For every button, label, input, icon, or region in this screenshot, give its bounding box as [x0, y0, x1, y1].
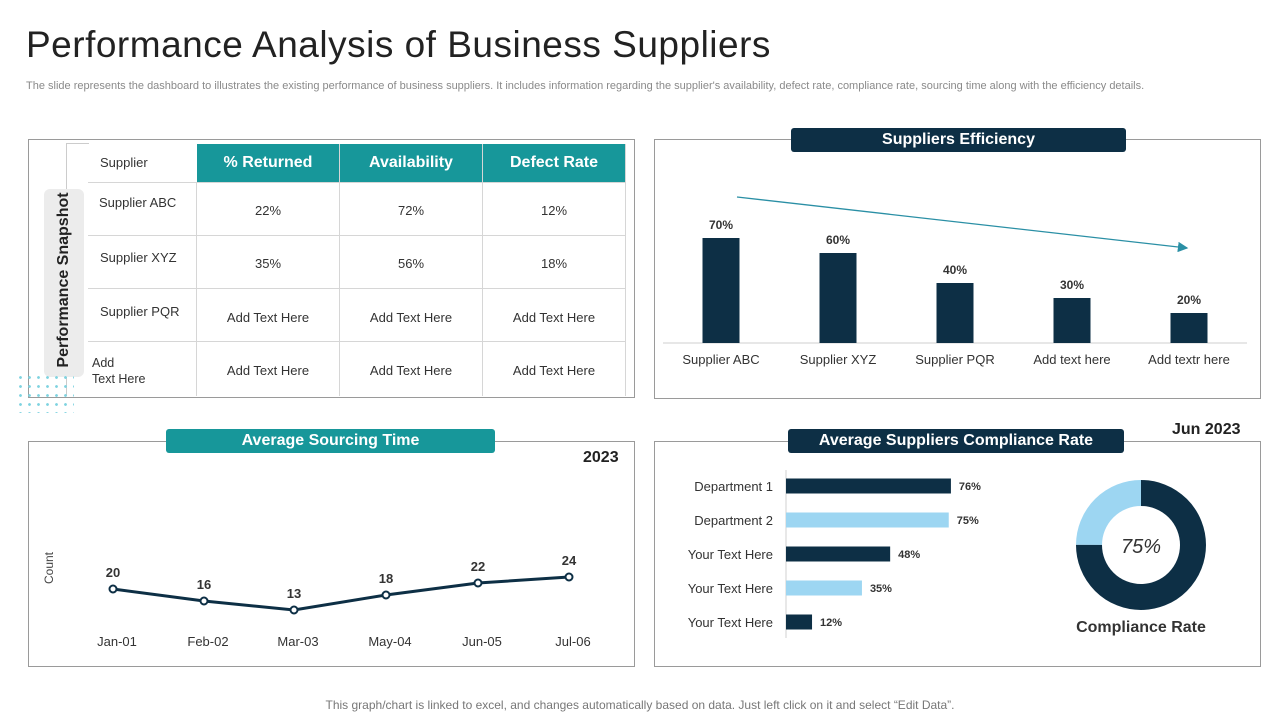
compliance-bar-label: 75%	[957, 515, 979, 527]
efficiency-bar	[936, 283, 974, 343]
efficiency-bar-label: 20%	[1177, 293, 1201, 307]
compliance-category-label: Department 1	[694, 479, 773, 494]
efficiency-bar-label: 40%	[943, 263, 967, 277]
sourcing-chart: Count 20 Jan-01 16 Feb-02 13 Mar-03 18 May-04 22 J…	[42, 551, 591, 649]
snapshot-cell: 56%	[397, 256, 425, 271]
compliance-bar	[786, 512, 949, 528]
snapshot-row-label: Supplier PQR	[100, 304, 180, 319]
snapshot-dots	[16, 373, 74, 413]
efficiency-panel	[654, 139, 1261, 399]
efficiency-category-label: Supplier PQR	[915, 352, 994, 367]
sourcing-point	[381, 590, 391, 600]
snapshot-cell: Add Text Here	[512, 310, 596, 325]
snapshot-cell: 72%	[397, 203, 425, 218]
snapshot-header-defect-rate: Defect Rate	[483, 144, 625, 182]
compliance-bar	[786, 614, 813, 630]
compliance-bar-label: 48%	[898, 549, 920, 561]
sourcing-point	[564, 572, 574, 582]
grid-line	[482, 144, 483, 396]
efficiency-category-label: Supplier ABC	[682, 352, 759, 367]
efficiency-category-label: Add text here	[1033, 352, 1110, 367]
grid-line	[196, 182, 197, 396]
sourcing-point-label: 16	[197, 577, 211, 592]
sourcing-x-tick-label: Feb-02	[187, 634, 228, 649]
snapshot-header-returned: % Returned	[197, 144, 339, 182]
snapshot-row-label: Supplier XYZ	[100, 250, 177, 265]
grid-line	[625, 144, 626, 396]
sourcing-x-tick-label: Jun-05	[462, 634, 502, 649]
snapshot-header-availability: Availability	[340, 144, 482, 182]
efficiency-bar	[1053, 298, 1091, 343]
page-title: Performance Analysis of Business Supplie…	[26, 24, 771, 65]
sourcing-point-label: 20	[106, 565, 120, 580]
compliance-bar-label: 35%	[870, 583, 892, 595]
grid-line	[88, 288, 626, 289]
snapshot-cell: Add Text Here	[226, 363, 310, 378]
sourcing-y-axis-label: Count	[42, 551, 56, 584]
sourcing-point-label: 18	[379, 571, 393, 586]
grid-line	[339, 144, 340, 396]
sourcing-point	[108, 584, 118, 594]
efficiency-bar-label: 70%	[709, 218, 733, 232]
page-subtitle: The slide represents the dashboard to il…	[26, 80, 1145, 92]
sourcing-heading: Average Sourcing Time	[166, 429, 495, 453]
snapshot-row-label: Supplier ABC	[99, 195, 177, 210]
compliance-category-label: Your Text Here	[688, 615, 773, 630]
sourcing-x-tick-label: May-04	[368, 634, 411, 649]
efficiency-bar	[1170, 313, 1208, 343]
sourcing-point	[199, 596, 209, 606]
sourcing-series-line	[112, 575, 570, 612]
sourcing-point-label: 22	[471, 559, 485, 574]
compliance-bar-label: 76%	[959, 481, 981, 493]
efficiency-trend-arrow	[736, 196, 1189, 253]
sourcing-x-tick-label: Jul-06	[555, 634, 590, 649]
grid-line	[88, 341, 626, 342]
sourcing-point-label: 13	[287, 586, 301, 601]
snapshot-cell: Add Text Here	[512, 363, 596, 378]
compliance-bar	[786, 546, 891, 562]
compliance-period: Jun 2023	[1172, 421, 1241, 438]
footer-note: This graph/chart is linked to excel, and…	[325, 698, 955, 712]
efficiency-chart: 70% Supplier ABC 60% Supplier XYZ 40% Supplie…	[663, 196, 1247, 367]
compliance-bar	[786, 478, 951, 494]
efficiency-category-label: Add textr here	[1148, 352, 1230, 367]
compliance-category-label: Your Text Here	[688, 547, 773, 562]
sourcing-point-label: 24	[562, 553, 577, 568]
sourcing-panel	[28, 441, 635, 667]
sourcing-x-tick-label: Jan-01	[97, 634, 137, 649]
snapshot-cell: Add Text Here	[226, 310, 310, 325]
sourcing-year: 2023	[583, 449, 619, 466]
compliance-panel	[654, 441, 1261, 667]
snapshot-cell: Add Text Here	[369, 310, 453, 325]
grid-line	[88, 235, 626, 236]
compliance-category-label: Department 2	[694, 513, 773, 528]
snapshot-cell: 18%	[540, 256, 568, 271]
compliance-chart: Department 1 76% Department 2 75% Your Text …	[688, 470, 1206, 638]
sourcing-x-tick-label: Mar-03	[277, 634, 318, 649]
snapshot-cell: 22%	[254, 203, 282, 218]
snapshot-row-label: Add Text Here	[92, 356, 146, 386]
compliance-bar	[786, 580, 862, 596]
donut-caption: Compliance Rate	[1076, 619, 1206, 636]
compliance-bar-label: 12%	[820, 617, 842, 629]
grid-line	[88, 182, 626, 183]
donut-center-value: 75%	[1121, 536, 1161, 558]
snapshot-cell: Add Text Here	[369, 363, 453, 378]
efficiency-bar-label: 30%	[1060, 278, 1084, 292]
efficiency-bar-label: 60%	[826, 233, 850, 247]
snapshot-cell: 35%	[254, 256, 282, 271]
efficiency-bar	[819, 253, 857, 343]
sourcing-point	[289, 605, 299, 615]
efficiency-bar	[702, 238, 740, 343]
snapshot-corner-label: Supplier	[100, 155, 148, 170]
snapshot-side-label: Performance Snapshot	[55, 192, 72, 368]
sourcing-point	[473, 578, 483, 588]
snapshot-side-tab: Performance Snapshot	[44, 189, 84, 377]
efficiency-category-label: Supplier XYZ	[800, 352, 877, 367]
compliance-category-label: Your Text Here	[688, 581, 773, 596]
efficiency-heading: Suppliers Efficiency	[791, 128, 1126, 152]
donut-slice	[1076, 480, 1206, 610]
compliance-heading: Average Suppliers Compliance Rate	[788, 429, 1124, 453]
snapshot-cell: 12%	[540, 203, 568, 218]
